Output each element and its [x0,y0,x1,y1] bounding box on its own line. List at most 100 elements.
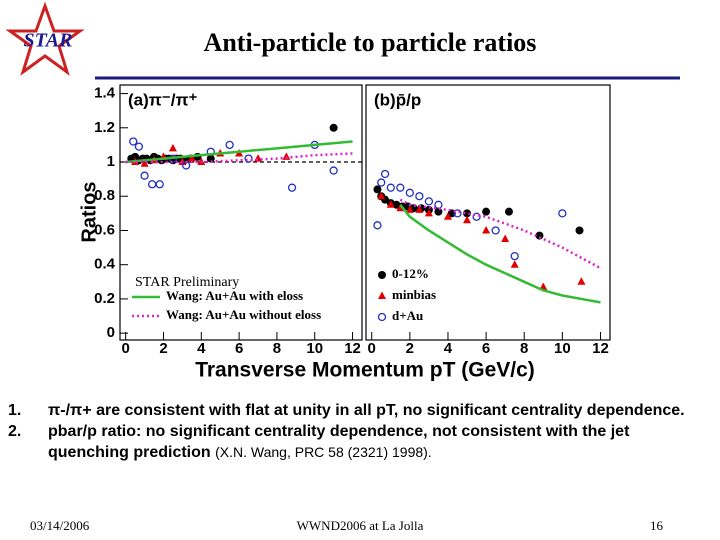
x-tick-label: 0 [368,340,376,357]
data-point [575,226,584,235]
y-tick-label: 1.2 [94,119,115,136]
x-tick-label: 12 [344,340,361,357]
x-tick-label: 10 [554,340,571,357]
plot-frame [365,84,611,341]
theory-curve [399,204,601,304]
data-point [539,282,548,290]
bullet-reference: (X.N. Wang, PRC 58 (2321) 1998). [215,444,432,460]
data-point [434,200,443,209]
data-point [472,212,481,221]
data-point [405,188,414,197]
data-point [558,209,567,218]
data-point [482,225,491,234]
bullet-number: 1. [8,402,22,419]
theory-curve [399,198,602,270]
plot-frame [119,84,363,341]
footer-page: 16 [650,518,663,533]
y-tick-label: 0.8 [94,187,115,204]
x-tick-label: 0 [122,340,130,357]
x-tick-label: 4 [444,340,453,357]
footer-date: 03/14/2006 [30,518,90,533]
data-point [396,203,405,212]
x-tick-label: 4 [197,340,206,357]
data-point [453,209,462,218]
y-axis-title: Ratios [78,181,100,242]
x-tick-label: 6 [235,340,243,357]
data-point [380,169,390,179]
bullet-number: 2. [8,423,22,440]
data-point [329,123,338,132]
y-tick-label: 0 [107,324,115,341]
data-point [129,137,138,146]
y-tick-label: 0.4 [94,256,116,273]
data-point [491,226,500,235]
panel-title: (a)π⁻/π⁺ [128,90,198,109]
y-tick-label: 0.6 [94,221,115,238]
data-point [140,159,149,167]
data-point [415,205,424,213]
legend-label: Wang: Au+Au without eloss [166,307,321,322]
data-point [287,183,297,192]
legend-label: 0-12% [392,266,429,281]
data-point [510,251,519,261]
data-point [134,142,144,151]
data-point [155,180,164,189]
y-tick-label: 1.4 [94,85,116,102]
data-point [405,205,414,213]
legend-swatch [378,271,386,279]
data-point [206,154,215,163]
data-point [147,180,157,189]
data-point [373,221,382,230]
data-point [386,200,395,208]
legend-swatch [377,312,387,322]
legend-swatch [378,291,386,299]
bullet-text: π-/π+ are consistent with flat at unity … [48,402,685,419]
data-point [482,207,491,216]
data-point [282,152,291,160]
logo-text: STAR [24,30,73,52]
data-point [463,215,472,224]
panel-title: (b)p̄/p [374,90,421,109]
data-point [510,260,519,268]
data-point [443,212,452,220]
x-tick-label: 12 [592,340,609,357]
x-axis-title: Transverse Momentum pT (GeV/c) [195,359,535,382]
legend-label: Wang: Au+Au with eloss [166,288,303,303]
bullet-text: pbar/p ratio: no significant centrality … [48,423,630,461]
data-point [386,183,395,192]
data-point [501,234,510,243]
x-tick-label: 6 [482,340,490,357]
x-tick-label: 8 [273,340,281,357]
data-point [577,277,586,285]
bullet-body: π-/π+ are consistent with flat at unity … [48,400,685,421]
slide-title: Anti-particle to particle ratios [204,28,537,57]
data-point [396,183,405,192]
footer-event: WWND2006 at La Jolla [296,518,424,533]
bullet-body: pbar/p ratio: no significant centrality … [48,421,698,463]
x-tick-label: 8 [520,340,528,357]
logo-star [5,1,85,76]
x-tick-label: 2 [406,340,414,357]
bullet-item: 1. π-/π+ are consistent with flat at unit… [8,400,698,421]
data-point [225,140,234,150]
data-point [377,178,386,187]
x-tick-label: 10 [306,340,323,357]
data-point [504,207,513,216]
data-point [463,209,472,218]
bullet-item: 2. pbar/p ratio: no significant centralit… [8,421,698,463]
annotation: STAR Preliminary [135,275,239,290]
data-point [140,171,149,180]
legend-label: minbias [392,287,436,302]
data-point [424,197,434,206]
y-tick-label: 0.2 [94,290,115,307]
data-point [168,143,177,152]
x-tick-label: 2 [159,340,167,357]
theory-curve [125,140,353,164]
data-point [424,208,433,217]
data-point [329,166,338,175]
data-point [415,192,424,201]
data-point [535,231,544,240]
data-point [187,154,196,162]
